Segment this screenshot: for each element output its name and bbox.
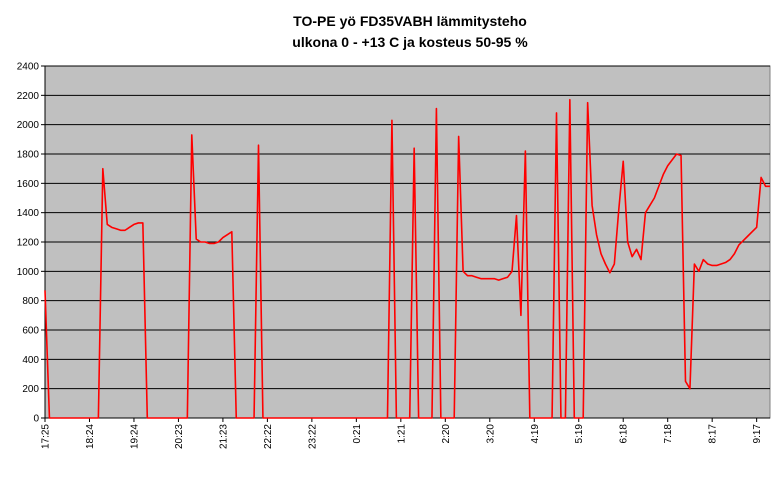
y-tick-label: 0 bbox=[33, 414, 39, 425]
y-tick-label: 1600 bbox=[17, 179, 40, 190]
data-line bbox=[44, 98, 770, 419]
y-tick-label: 2400 bbox=[17, 62, 40, 73]
x-tick-label: 8:17 bbox=[708, 424, 719, 444]
x-tick-label: 1:21 bbox=[396, 424, 407, 444]
x-tick-label: 18:24 bbox=[85, 424, 96, 449]
y-tick-label: 600 bbox=[22, 326, 39, 337]
y-tick-label: 1200 bbox=[17, 238, 40, 249]
x-tick-label: 7:18 bbox=[663, 424, 674, 444]
y-tick-label: 1000 bbox=[17, 267, 40, 278]
y-tick-label: 800 bbox=[22, 296, 39, 307]
x-tick-label: 17:25 bbox=[41, 424, 52, 449]
x-tick-label: 9:17 bbox=[752, 424, 763, 444]
y-tick-label: 1800 bbox=[17, 150, 40, 161]
y-tick-label: 200 bbox=[22, 384, 39, 395]
x-tick-label: 2:20 bbox=[441, 424, 452, 444]
x-tick-label: 22:22 bbox=[263, 424, 274, 449]
x-tick-label: 23:22 bbox=[307, 424, 318, 449]
x-tick-label: 0:21 bbox=[352, 424, 363, 444]
x-tick-label: 3:20 bbox=[485, 424, 496, 444]
y-tick-label: 2200 bbox=[17, 91, 40, 102]
x-tick-label: 21:23 bbox=[218, 424, 229, 449]
x-tick-label: 19:24 bbox=[129, 424, 140, 449]
chart-title: ulkona 0 - +13 C ja kosteus 50-95 % bbox=[292, 34, 528, 50]
y-tick-label: 2000 bbox=[17, 120, 40, 131]
x-tick-label: 4:19 bbox=[530, 424, 541, 444]
x-tick-label: 20:23 bbox=[174, 424, 185, 449]
x-tick-label: 5:19 bbox=[574, 424, 585, 444]
chart-title: TO-PE yö FD35VABH lämmitysteho bbox=[293, 13, 527, 29]
y-tick-label: 1400 bbox=[17, 208, 40, 219]
x-tick-label: 6:18 bbox=[619, 424, 630, 444]
y-tick-label: 400 bbox=[22, 355, 39, 366]
